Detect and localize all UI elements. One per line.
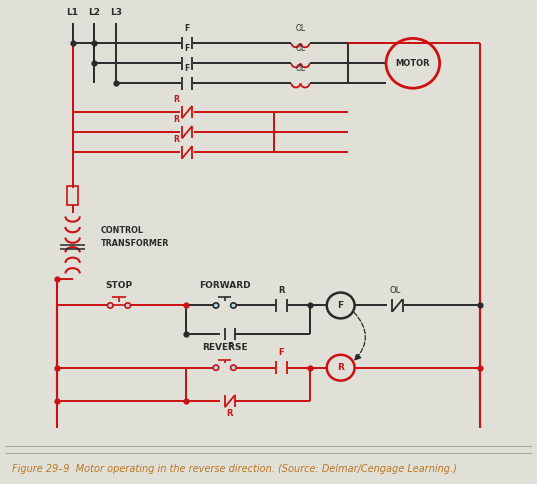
Text: OL: OL	[295, 44, 306, 53]
Text: R: R	[278, 286, 285, 295]
Text: R: R	[173, 135, 179, 144]
Text: R: R	[173, 115, 179, 124]
Text: R: R	[337, 363, 344, 372]
Text: OL: OL	[295, 64, 306, 74]
Circle shape	[213, 303, 219, 308]
Circle shape	[107, 303, 113, 308]
Text: STOP: STOP	[105, 281, 133, 290]
Text: L1: L1	[67, 8, 78, 17]
Text: L3: L3	[110, 8, 122, 17]
Text: F: F	[279, 348, 284, 357]
Text: R: R	[227, 409, 233, 418]
Text: OL: OL	[295, 24, 306, 33]
Text: F: F	[227, 342, 233, 351]
Text: F: F	[338, 301, 344, 310]
Text: F: F	[184, 24, 190, 33]
Circle shape	[125, 303, 130, 308]
Circle shape	[213, 365, 219, 370]
Text: Figure 29–9  Motor operating in the reverse direction. (Source: Delmar/Cengage L: Figure 29–9 Motor operating in the rever…	[12, 464, 456, 474]
Text: F: F	[184, 64, 190, 74]
Text: MOTOR: MOTOR	[396, 59, 430, 68]
Circle shape	[230, 365, 236, 370]
Text: F: F	[184, 44, 190, 53]
Text: CONTROL
TRANSFORMER: CONTROL TRANSFORMER	[101, 227, 169, 248]
Text: L2: L2	[88, 8, 100, 17]
Circle shape	[230, 303, 236, 308]
Text: REVERSE: REVERSE	[202, 343, 248, 352]
Text: R: R	[173, 95, 179, 104]
Bar	[68, 186, 78, 205]
Text: FORWARD: FORWARD	[199, 281, 250, 290]
Text: OL: OL	[389, 286, 401, 295]
